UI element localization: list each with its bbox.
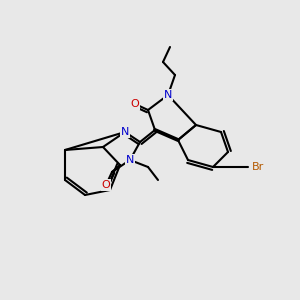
Text: N: N bbox=[164, 90, 172, 100]
Text: O: O bbox=[130, 99, 140, 109]
Text: Br: Br bbox=[252, 162, 264, 172]
Text: O: O bbox=[102, 180, 110, 190]
Text: N: N bbox=[121, 127, 129, 137]
Text: N: N bbox=[126, 155, 134, 165]
